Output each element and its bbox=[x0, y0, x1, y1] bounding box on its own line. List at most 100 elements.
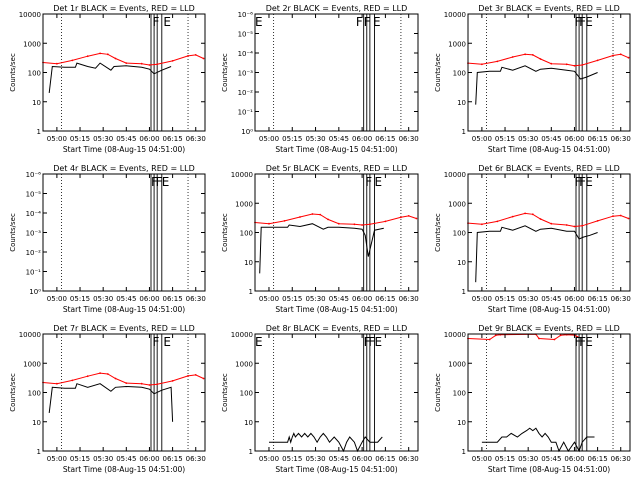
lld-point bbox=[361, 224, 363, 226]
x-tick-label: 05:45 bbox=[116, 455, 136, 463]
lld-point bbox=[627, 56, 630, 59]
y-tick-label: 10⁻² bbox=[238, 89, 254, 97]
x-tick-label: 05:30 bbox=[93, 135, 113, 143]
y-tick-label: 1 bbox=[462, 448, 466, 456]
y-axis-label: Counts/sec bbox=[434, 213, 442, 252]
x-tick-label: 05:30 bbox=[518, 455, 538, 463]
x-tick-label: 05:15 bbox=[495, 295, 515, 303]
plot-frame bbox=[254, 173, 419, 292]
lld-point bbox=[612, 54, 614, 57]
x-tick-label: 05:45 bbox=[541, 135, 561, 143]
x-tick-label: 06:15 bbox=[375, 455, 395, 463]
lld-point bbox=[511, 215, 514, 218]
lld-point bbox=[619, 214, 622, 217]
lld-point bbox=[353, 223, 356, 226]
chart-title: Det 8r BLACK = Events, RED = LLD bbox=[266, 324, 408, 333]
lld-point bbox=[524, 212, 526, 215]
lld-point bbox=[573, 225, 576, 228]
flag-label: F bbox=[356, 15, 363, 29]
flag-label: E bbox=[162, 175, 170, 189]
x-tick-label: 05:45 bbox=[329, 455, 349, 463]
y-tick-label: 1 bbox=[37, 128, 41, 136]
lld-point bbox=[125, 62, 128, 64]
x-tick-label: 06:30 bbox=[399, 135, 419, 143]
chart-title: Det 6r BLACK = Events, RED = LLD bbox=[478, 164, 620, 173]
lld-point bbox=[384, 220, 387, 223]
x-axis-label: Start Time (08-Aug-15 04:51:00) bbox=[63, 305, 185, 314]
chart-title: Det 9r BLACK = Events, RED = LLD bbox=[478, 324, 620, 333]
y-tick-label: 10 bbox=[32, 419, 41, 427]
x-tick-label: 05:15 bbox=[70, 455, 90, 463]
lld-point bbox=[481, 223, 483, 226]
chart-panel-4: Det 4r BLACK = Events, RED = LLD FF E 10⁰ 10… bbox=[9, 164, 206, 314]
plot-frame bbox=[254, 333, 419, 452]
lld-point bbox=[581, 64, 584, 66]
lld-point bbox=[106, 53, 109, 56]
lld-point bbox=[538, 337, 540, 340]
y-tick-label: 10⁻⁶ bbox=[238, 11, 254, 19]
y-tick-label: 10000 bbox=[231, 171, 253, 179]
x-tick-label: 05:00 bbox=[472, 455, 492, 463]
lld-point bbox=[407, 215, 410, 217]
lld-point bbox=[99, 52, 101, 55]
lld-point bbox=[148, 384, 151, 386]
lld-point bbox=[565, 63, 568, 66]
lld-point bbox=[171, 380, 174, 382]
lld-point bbox=[369, 223, 371, 226]
y-tick-label: 10⁻⁶ bbox=[26, 171, 42, 179]
x-tick-label: 06:30 bbox=[611, 295, 631, 303]
x-tick-label: 05:00 bbox=[259, 455, 279, 463]
chart-panel-6: Det 6r BLACK = Events, RED = LLD FF E 1 10 10… bbox=[434, 164, 631, 314]
y-axis-label: Counts/sec bbox=[221, 53, 229, 92]
x-tick-label: 06:30 bbox=[399, 455, 419, 463]
lld-point bbox=[415, 217, 418, 220]
y-axis-label: Counts/sec bbox=[221, 373, 229, 412]
flag-label: F bbox=[574, 175, 581, 189]
y-tick-label: 1000 bbox=[23, 360, 41, 368]
lld-point bbox=[565, 224, 568, 226]
lld-point bbox=[171, 60, 174, 62]
x-tick-label: 06:00 bbox=[564, 455, 584, 463]
y-tick-label: 10⁻⁴ bbox=[26, 210, 42, 218]
lld-series-line bbox=[254, 213, 417, 226]
lld-point bbox=[86, 375, 89, 378]
y-tick-label: 100 bbox=[453, 390, 466, 398]
lld-point bbox=[488, 338, 491, 341]
lld-point bbox=[125, 382, 128, 384]
chart-title: Det 3r BLACK = Events, RED = LLD bbox=[478, 4, 620, 13]
x-tick-label: 05:30 bbox=[518, 295, 538, 303]
x-tick-label: 05:15 bbox=[495, 135, 515, 143]
lld-point bbox=[327, 218, 329, 221]
lld-point bbox=[481, 63, 483, 66]
y-tick-label: 10 bbox=[457, 419, 466, 427]
events-series-line bbox=[259, 223, 384, 274]
events-series-line bbox=[269, 432, 383, 453]
lld-point bbox=[511, 56, 514, 58]
lld-series-line bbox=[467, 212, 629, 228]
flag-label: F bbox=[579, 335, 586, 349]
plot-frame bbox=[467, 173, 631, 292]
x-tick-label: 06:15 bbox=[375, 295, 395, 303]
y-tick-label: 1 bbox=[462, 128, 466, 136]
y-tick-label: 100 bbox=[28, 390, 41, 398]
lld-point bbox=[531, 213, 534, 216]
x-tick-label: 06:00 bbox=[352, 295, 372, 303]
x-axis-label: Start Time (08-Aug-15 04:51:00) bbox=[275, 305, 397, 314]
y-tick-label: 10000 bbox=[444, 11, 466, 19]
chart-panel-3: Det 3r BLACK = Events, RED = LLD FF E 1 10 10… bbox=[434, 4, 631, 154]
x-tick-label: 06:15 bbox=[163, 455, 183, 463]
x-tick-label: 06:00 bbox=[352, 135, 372, 143]
lld-point bbox=[596, 220, 599, 222]
y-tick-label: 10⁰ bbox=[241, 128, 253, 136]
y-tick-label: 10⁻⁵ bbox=[238, 31, 254, 39]
lld-point bbox=[496, 60, 499, 63]
lld-point bbox=[581, 224, 584, 227]
lld-point bbox=[319, 213, 322, 216]
lld-point bbox=[202, 377, 205, 380]
x-tick-label: 05:15 bbox=[282, 135, 302, 143]
y-tick-label: 1 bbox=[249, 288, 253, 296]
chart-panel-7: Det 7r BLACK = Events, RED = LLD F E 1 10 100… bbox=[9, 324, 206, 474]
x-axis-label: Start Time (08-Aug-15 04:51:00) bbox=[275, 465, 397, 474]
lld-point bbox=[148, 64, 151, 66]
